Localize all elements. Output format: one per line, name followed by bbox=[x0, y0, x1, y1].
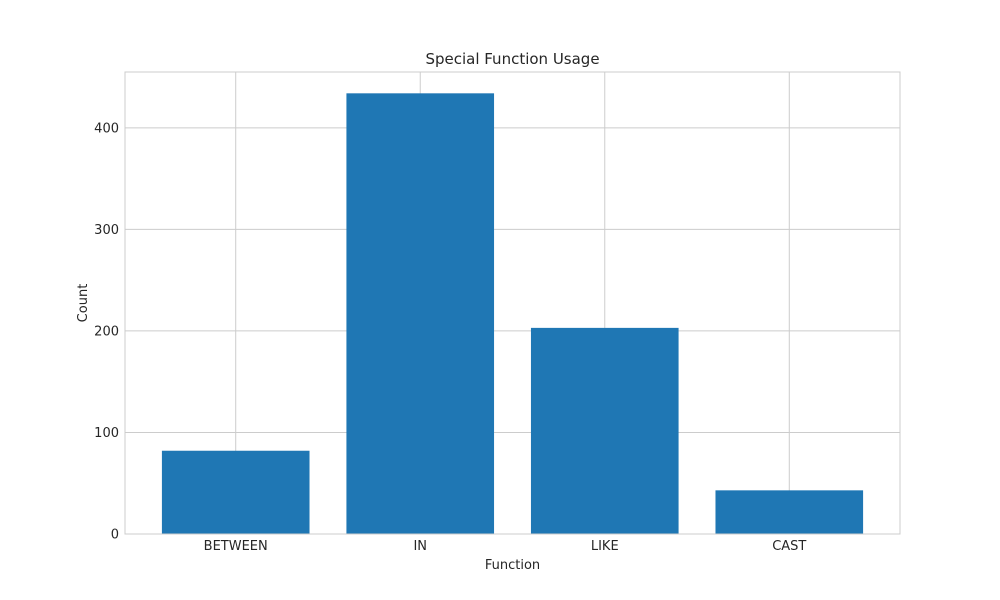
x-axis-ticks: BETWEEN IN LIKE CAST bbox=[204, 539, 807, 554]
bar-cast bbox=[715, 490, 864, 534]
y-axis-ticks: 0 100 200 300 400 bbox=[94, 121, 119, 542]
x-tick-label: CAST bbox=[772, 539, 806, 554]
chart-title: Special Function Usage bbox=[425, 50, 599, 68]
y-tick-label: 0 bbox=[111, 528, 119, 543]
bar-like bbox=[530, 327, 679, 534]
x-tick-label: LIKE bbox=[591, 539, 619, 554]
x-tick-label: IN bbox=[413, 539, 427, 554]
x-tick-label: BETWEEN bbox=[204, 539, 268, 554]
y-tick-label: 400 bbox=[94, 121, 119, 136]
y-tick-label: 200 bbox=[94, 324, 119, 339]
y-tick-label: 100 bbox=[94, 426, 119, 441]
x-axis-label: Function bbox=[485, 558, 540, 573]
bar-in bbox=[346, 93, 495, 535]
bars-layer bbox=[161, 93, 864, 535]
plot-frame bbox=[124, 71, 901, 535]
y-tick-label: 300 bbox=[94, 223, 119, 238]
bar-between bbox=[161, 450, 310, 534]
y-axis-label: Count bbox=[76, 284, 91, 323]
